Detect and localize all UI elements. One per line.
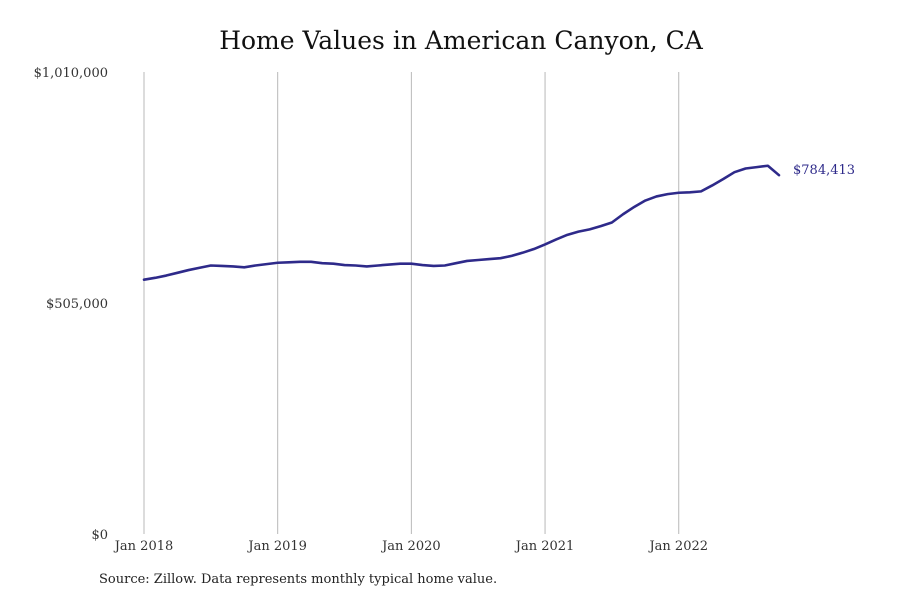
x-tick-label: Jan 2021	[514, 539, 575, 554]
x-tick-label: Jan 2018	[113, 539, 174, 554]
y-axis: $1,010,000 $505,000 $0	[34, 66, 108, 543]
x-axis: Jan 2018 Jan 2019 Jan 2020 Jan 2021 Jan 2022	[113, 539, 708, 554]
series-line	[142, 164, 781, 281]
end-value-label: $784,413	[793, 163, 855, 178]
y-tick-label: $1,010,000	[34, 66, 108, 81]
series-group	[142, 164, 781, 281]
x-tick-label: Jan 2019	[246, 539, 307, 554]
end-label-group: $784,413	[793, 163, 855, 178]
chart-title: Home Values in American Canyon, CA	[219, 26, 703, 55]
y-tick-label: $0	[91, 528, 108, 543]
source-note: Source: Zillow. Data represents monthly …	[99, 572, 498, 587]
gridlines	[143, 72, 680, 534]
x-tick-label: Jan 2020	[380, 539, 441, 554]
x-tick-label: Jan 2022	[647, 539, 708, 554]
y-tick-label: $505,000	[46, 297, 108, 312]
